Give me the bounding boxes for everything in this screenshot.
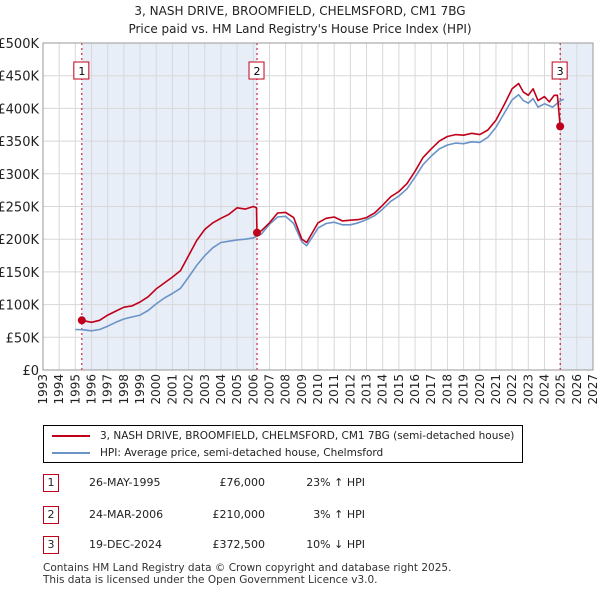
y-tick-label: £50K [6,331,40,346]
chart-subtitle: Price paid vs. HM Land Registry's House … [128,22,472,36]
transaction-badge: 1 [43,474,59,492]
x-tick-label: 2021 [489,374,503,405]
sale-point [556,122,565,131]
x-tick-label: 1994 [52,374,66,405]
x-tick-label: 2026 [570,374,584,405]
sale-label-box [248,61,265,80]
transaction-price: £210,000 [212,508,266,521]
x-tick-label: 2015 [392,374,406,405]
x-tick-label: 1996 [85,374,99,405]
chart-title: 3, NASH DRIVE, BROOMFIELD, CHELMSFORD, C… [134,4,466,18]
x-tick-label: 2019 [457,374,471,405]
x-tick-label: 2023 [521,374,535,405]
sale-label: 3 [557,65,564,78]
x-tick-label: 2009 [295,374,309,405]
transaction-hpi-diff: 23% ↑ HPI [306,476,365,489]
y-tick-label: £250K [0,201,39,216]
y-tick-label: £350K [0,135,39,150]
axes: £0 £50K £100K £150K £200K £250K £300K £350K £400… [0,37,600,405]
sale-label-box [551,61,568,80]
x-tick-label: 2020 [473,374,487,405]
transaction-date: 26-MAY-1995 [89,476,161,489]
transaction-row: 3 19-DEC-2024 £372,500 10% ↓ HPI [43,536,563,556]
legend-label-property: 3, NASH DRIVE, BROOMFIELD, CHELMSFORD, C… [100,430,515,442]
transaction-row: 2 24-MAR-2006 £210,000 3% ↑ HPI [43,506,563,526]
x-tick-label: 2017 [424,374,438,405]
y-tick-label: £0 [22,364,39,379]
transaction-price: £372,500 [212,538,266,551]
x-tick-label: 1999 [133,374,147,405]
y-tick-label: £400K [0,102,39,117]
sale-label-box [73,61,90,80]
price-chart: £0 £50K £100K £150K £200K £250K £300K £350K £400… [0,37,600,405]
x-tick-label: 2013 [360,374,374,405]
y-tick-label: £450K [0,70,39,85]
x-tick-label: 2003 [198,374,212,405]
x-tick-label: 2010 [311,374,325,405]
footer-copyright: Contains HM Land Registry data © Crown c… [43,562,452,574]
legend-swatch-hpi [52,452,90,454]
transaction-badge: 2 [43,506,59,524]
y-tick-label: £300K [0,168,39,183]
sale-markers: 1 2 3 [73,61,568,325]
y-tick-label: £100K [0,299,39,314]
sale-point [77,316,86,325]
transaction-date: 24-MAR-2006 [89,508,164,521]
x-tick-label: 1995 [68,374,82,405]
x-tick-label: 2012 [343,374,357,405]
legend-item-property: 3, NASH DRIVE, BROOMFIELD, CHELMSFORD, C… [52,428,514,444]
x-tick-label: 2007 [262,374,276,405]
x-tick-label: 2005 [230,374,244,405]
x-tick-label: 2022 [505,374,519,405]
x-tick-label: 2008 [279,374,293,405]
x-tick-label: 2011 [327,374,341,405]
sale-point [253,228,262,237]
transaction-price: £76,000 [219,476,266,489]
x-tick-label: 2027 [586,374,600,405]
x-tick-label: 2014 [376,374,390,405]
x-tick-label: 1993 [36,374,50,405]
legend-swatch-property [52,435,90,437]
grid-lines [42,42,594,371]
x-tick-label: 1998 [117,374,131,405]
legend: 3, NASH DRIVE, BROOMFIELD, CHELMSFORD, C… [43,425,523,463]
y-tick-label: £150K [0,266,39,281]
legend-item-hpi: HPI: Average price, semi-detached house,… [52,445,383,461]
transaction-badge: 3 [43,536,59,554]
x-tick-label: 2006 [246,374,260,405]
x-tick-label: 2025 [554,374,568,405]
x-tick-label: 2004 [214,374,228,405]
property-price-line [81,82,561,324]
x-tick-label: 1997 [101,374,115,405]
plot-border [42,42,594,371]
transaction-hpi-diff: 10% ↓ HPI [306,538,365,551]
transaction-date: 19-DEC-2024 [89,538,163,551]
x-tick-label: 2018 [440,374,454,405]
x-tick-label: 2016 [408,374,422,405]
x-tick-label: 2002 [182,374,196,405]
hpi-line [75,93,565,332]
sale-label: 1 [78,65,85,78]
transaction-row: 1 26-MAY-1995 £76,000 23% ↑ HPI [43,474,563,494]
transaction-hpi-diff: 3% ↑ HPI [313,508,365,521]
footer-licence: This data is licensed under the Open Gov… [43,574,378,586]
y-tick-label: £500K [0,37,39,52]
x-tick-label: 2024 [537,374,551,405]
x-tick-label: 2000 [149,374,163,405]
x-tick-label: 2001 [165,374,179,405]
series-lines [75,82,565,332]
sale-label: 2 [254,65,261,78]
legend-label-hpi: HPI: Average price, semi-detached house,… [100,447,384,459]
y-tick-label: £200K [0,233,39,248]
